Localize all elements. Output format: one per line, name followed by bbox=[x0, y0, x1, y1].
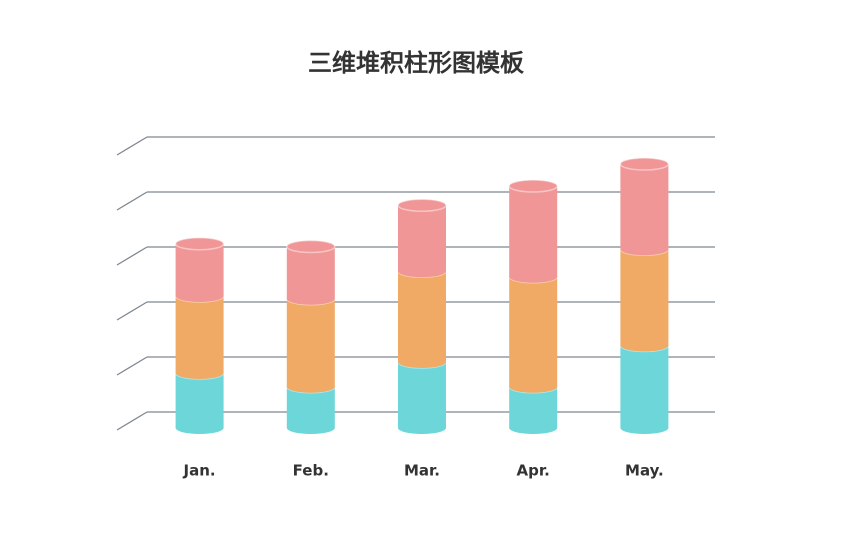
cylinder-body bbox=[175, 373, 224, 428]
cylinder-body bbox=[509, 276, 558, 387]
grid-line-side bbox=[116, 246, 148, 266]
grid-line-side bbox=[116, 191, 148, 211]
x-tick-label: Mar. bbox=[404, 462, 440, 480]
cylinder-top bbox=[174, 237, 225, 251]
cylinder-top bbox=[286, 239, 336, 254]
x-tick-label: Jan. bbox=[183, 462, 216, 480]
cylinder-top bbox=[508, 179, 558, 193]
cylinder-body bbox=[620, 164, 669, 250]
cylinder-body bbox=[398, 362, 446, 428]
grid-line-side bbox=[116, 301, 148, 321]
cylinder-top bbox=[397, 198, 447, 212]
cylinder-body bbox=[398, 205, 446, 272]
chart-title: 三维堆积柱形图模板 bbox=[308, 49, 525, 77]
cylinder-body bbox=[286, 298, 335, 387]
grid-line-side bbox=[116, 136, 148, 156]
x-tick-label: May. bbox=[625, 462, 664, 480]
cylinder-body bbox=[286, 386, 335, 428]
grid-line-side bbox=[116, 356, 148, 376]
cylinder-body bbox=[509, 186, 558, 277]
cylinder-top bbox=[619, 157, 670, 171]
x-tick-label: Apr. bbox=[517, 462, 550, 480]
x-tick-label: Feb. bbox=[293, 462, 329, 480]
cylinder-body bbox=[509, 386, 558, 428]
cylinder-body bbox=[620, 249, 669, 346]
cylinder-body bbox=[175, 243, 224, 296]
cylinder-body bbox=[620, 345, 669, 428]
grid-line-side bbox=[116, 411, 148, 431]
cylinder-body bbox=[286, 246, 335, 299]
cylinder-body bbox=[398, 271, 446, 362]
cylinder-body bbox=[175, 296, 224, 373]
